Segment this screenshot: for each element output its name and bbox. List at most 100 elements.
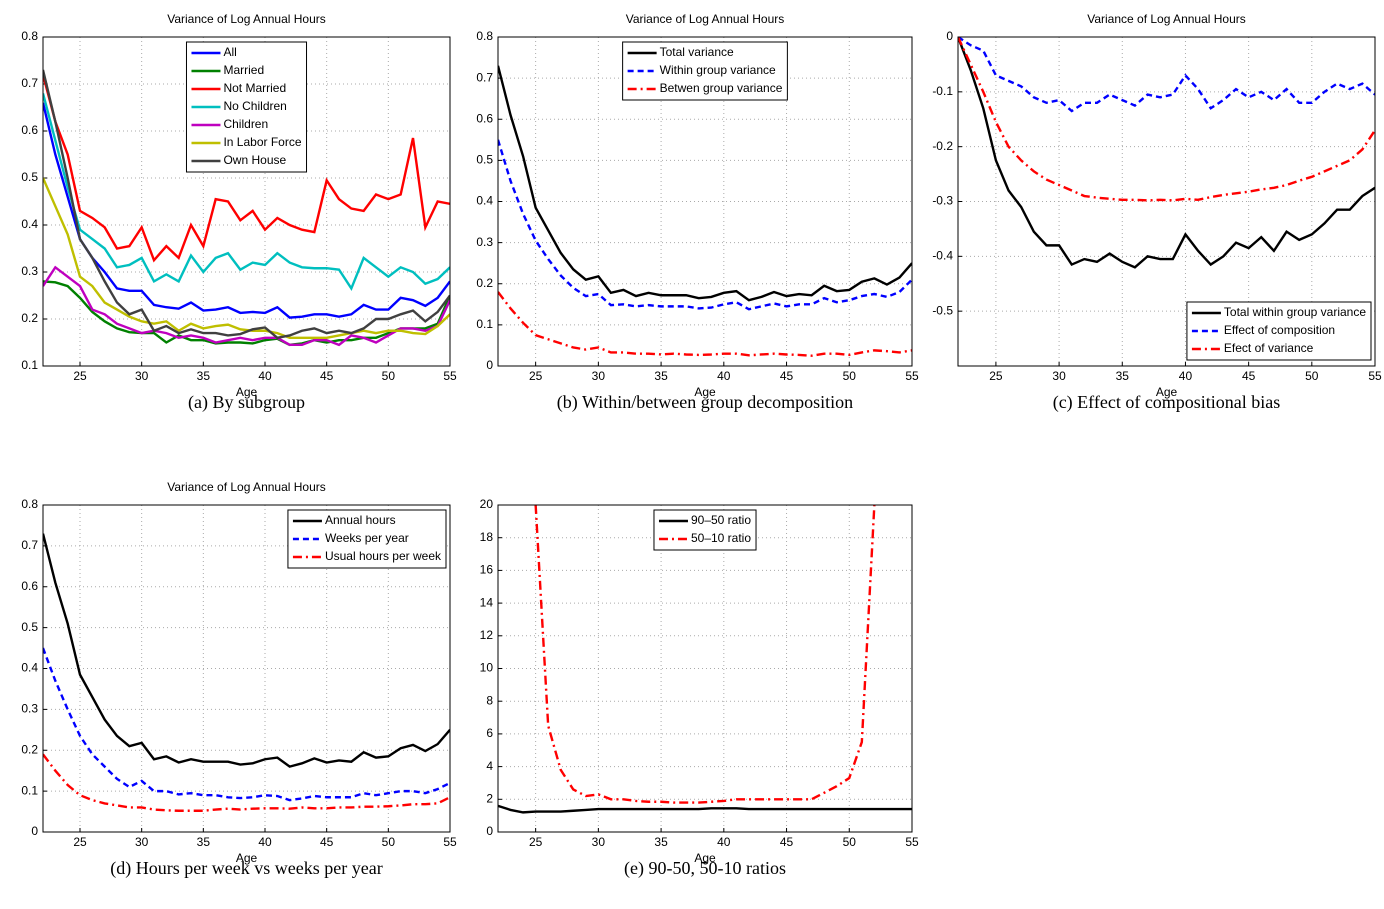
chart: 25 30 35 40 45 50 55 0 2 4 6 8 10 12 14 16 18 20 Age(e) 90…	[480, 497, 919, 879]
series-line	[534, 505, 876, 804]
series-line	[498, 139, 912, 311]
series-line	[43, 753, 450, 812]
y-tick-label: 18	[480, 530, 494, 544]
y-tick-label: 20	[480, 497, 494, 511]
y-tick-label: 0.1	[476, 317, 493, 331]
legend: Annual hours Weeks per year Usual hours pe…	[287, 509, 447, 569]
y-tick-label: 0.6	[21, 123, 38, 137]
series-line	[43, 647, 450, 802]
x-tick-label: 55	[443, 835, 457, 849]
y-tick-label: 0.4	[21, 217, 38, 231]
chart: 25 30 35 40 45 50 55 0 0.1 0.2 0.3 0.4 0.5 0.6 0.7 0.8 V…	[21, 480, 457, 879]
legend-label: Total variance	[660, 45, 734, 59]
y-tick-label: -0.5	[932, 303, 953, 317]
x-tick-label: 50	[382, 369, 396, 383]
legend-box	[653, 509, 757, 551]
y-tick-label: 0.4	[476, 194, 493, 208]
y-tick-label: 0	[946, 29, 953, 43]
x-tick-label: 35	[654, 835, 668, 849]
x-tick-label: 25	[73, 369, 87, 383]
legend: All Married Not Married No Children Children…	[185, 41, 308, 173]
y-tick-label: 0.1	[21, 358, 38, 372]
x-tick-label: 55	[1368, 369, 1382, 383]
x-tick-label: 30	[592, 835, 606, 849]
y-tick-label: 0.7	[21, 76, 38, 90]
x-tick-label: 40	[1179, 369, 1193, 383]
axes-box	[957, 36, 1376, 367]
series-line	[43, 102, 450, 319]
x-tick-label: 50	[1305, 369, 1319, 383]
y-tick-label: 0.2	[476, 276, 493, 290]
y-tick-label: 0.8	[21, 29, 38, 43]
x-tick-label: 25	[73, 835, 87, 849]
series-line	[958, 37, 1375, 269]
legend-label: Weeks per year	[325, 531, 409, 545]
x-tick-label: 40	[717, 369, 731, 383]
series-line	[43, 93, 450, 292]
series-line	[43, 533, 450, 768]
x-tick-label: 45	[1242, 369, 1256, 383]
caption: (d) Hours per week vs weeks per year	[110, 858, 382, 879]
legend-label: Married	[223, 63, 264, 77]
chart-title: Variance of Log Annual Hours	[626, 12, 785, 26]
x-tick-label: 55	[905, 369, 919, 383]
legend: Total variance Within group variance Betwe…	[622, 41, 788, 101]
legend-label: All	[223, 45, 236, 59]
x-tick-label: 50	[843, 835, 857, 849]
x-axis-label: Age	[1156, 385, 1178, 399]
axes-box	[497, 504, 913, 833]
chart: 25 30 35 40 45 50 55 0 0.1 0.2 0.3 0.4 0.5 0.6 0.7 0.8 V…	[476, 12, 919, 413]
legend-label: 50–10 ratio	[691, 531, 751, 545]
x-tick-label: 30	[592, 369, 606, 383]
legend-label: Usual hours per week	[325, 549, 442, 563]
y-tick-label: 0.6	[21, 579, 38, 593]
series-line	[498, 804, 912, 814]
y-tick-label: 0.6	[476, 111, 493, 125]
legend-label: Betwen group variance	[660, 81, 783, 95]
axes-box	[42, 504, 451, 833]
y-tick-label: 6	[486, 726, 493, 740]
y-tick-label: 8	[486, 693, 493, 707]
legend-label: Annual hours	[325, 513, 396, 527]
y-tick-label: -0.4	[932, 249, 953, 263]
y-tick-label: 0	[31, 824, 38, 838]
legend-label: In Labor Force	[223, 135, 301, 149]
y-tick-label: 12	[480, 628, 494, 642]
x-tick-label: 25	[529, 835, 543, 849]
x-tick-label: 50	[382, 835, 396, 849]
x-axis-label: Age	[236, 851, 258, 865]
series-line	[43, 280, 450, 347]
legend-label: Total within group variance	[1224, 305, 1366, 319]
series-line	[43, 265, 450, 347]
x-tick-label: 45	[320, 835, 334, 849]
legend: 90–50 ratio 50–10 ratio	[653, 509, 757, 551]
legend-label: Not Married	[223, 81, 286, 95]
chart-title: Variance of Log Annual Hours	[167, 480, 326, 494]
x-axis-label: Age	[694, 385, 716, 399]
y-tick-label: 0.8	[21, 497, 38, 511]
y-tick-label: 14	[480, 595, 494, 609]
y-tick-label: 4	[486, 759, 493, 773]
legend-label: No Children	[223, 99, 286, 113]
legend-label: 90–50 ratio	[691, 513, 751, 527]
x-tick-label: 55	[905, 835, 919, 849]
y-tick-label: 0.3	[476, 235, 493, 249]
x-tick-label: 45	[780, 835, 794, 849]
x-tick-label: 40	[258, 835, 272, 849]
legend-label: Within group variance	[660, 63, 776, 77]
x-tick-label: 50	[843, 369, 857, 383]
x-tick-label: 30	[1052, 369, 1066, 383]
series-line	[43, 74, 450, 263]
y-tick-label: 10	[480, 661, 494, 675]
y-tick-label: 0.3	[21, 264, 38, 278]
y-tick-label: 16	[480, 563, 494, 577]
y-tick-label: -0.3	[932, 194, 953, 208]
x-axis-label: Age	[236, 385, 258, 399]
x-tick-label: 45	[320, 369, 334, 383]
y-tick-label: 0	[486, 824, 493, 838]
legend-label: Own House	[223, 153, 286, 167]
series-line	[498, 65, 912, 302]
y-tick-label: 0.1	[21, 783, 38, 797]
y-tick-label: 0.2	[21, 742, 38, 756]
